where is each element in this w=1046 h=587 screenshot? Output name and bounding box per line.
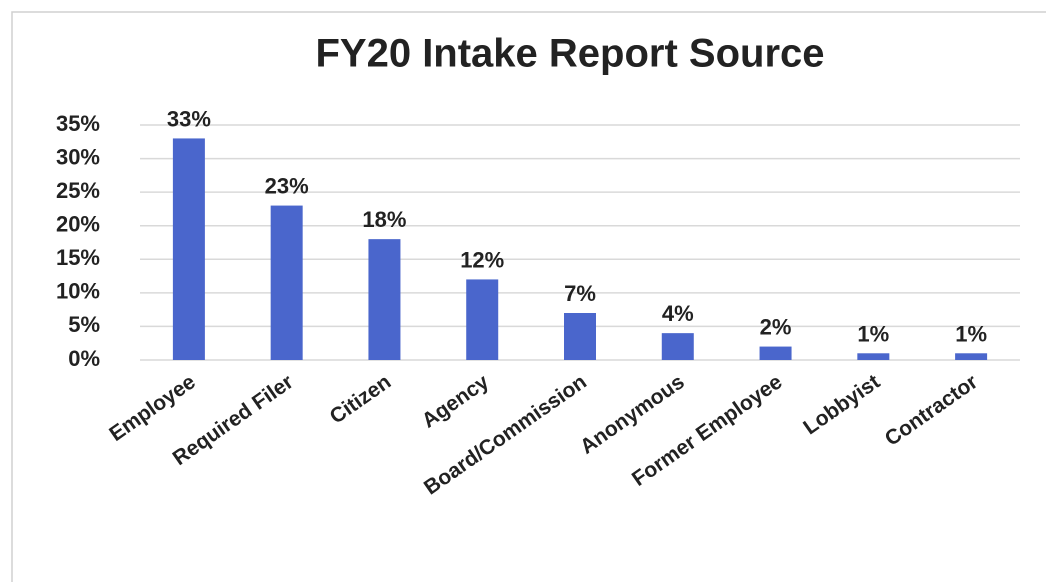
data-label: 12%	[460, 247, 504, 272]
bar	[564, 313, 596, 360]
y-tick-label: 25%	[56, 178, 100, 203]
bar	[466, 279, 499, 360]
data-label: 7%	[564, 281, 596, 306]
bar	[172, 138, 205, 360]
bar	[759, 346, 792, 360]
data-label: 1%	[857, 321, 889, 346]
data-label: 18%	[362, 207, 406, 232]
chart-border	[11, 11, 1046, 587]
y-tick-label: 20%	[56, 212, 100, 237]
y-tick-label: 30%	[56, 144, 100, 169]
y-tick-label: 0%	[68, 346, 100, 371]
bar	[270, 205, 303, 360]
chart-title: FY20 Intake Report Source	[315, 32, 824, 76]
data-label: 1%	[955, 321, 987, 346]
y-tick-label: 15%	[56, 245, 100, 270]
y-tick-label: 10%	[56, 279, 100, 304]
bar	[955, 353, 988, 360]
data-label: 4%	[662, 301, 694, 326]
data-label: 23%	[265, 174, 309, 199]
bar	[857, 353, 890, 360]
y-tick-label: 5%	[68, 312, 100, 337]
bar	[661, 333, 694, 360]
y-tick-label: 35%	[56, 111, 100, 136]
data-label: 33%	[167, 106, 211, 131]
data-label: 2%	[760, 315, 792, 340]
bar	[368, 239, 401, 360]
